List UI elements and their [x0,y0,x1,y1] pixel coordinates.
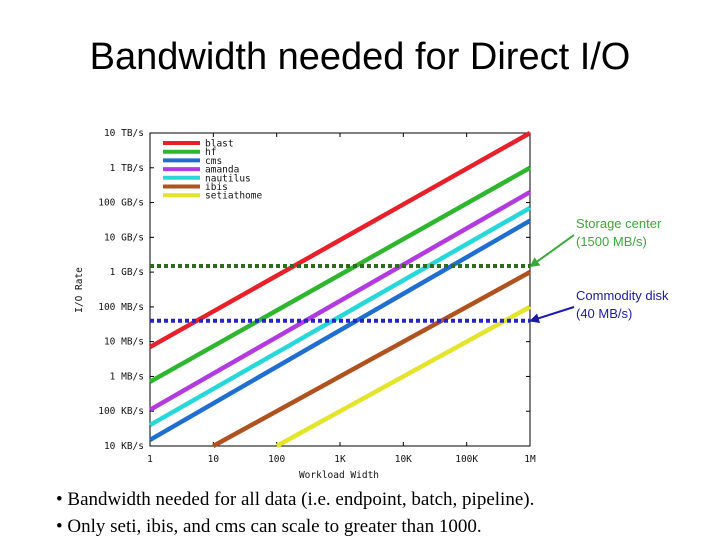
series-line-amanda [148,190,532,412]
y-tick-label: 10 MB/s [104,337,144,348]
series-line-ibis [212,270,532,448]
callout-arrow [529,306,575,324]
series-line-setiathome [275,304,532,448]
series-line-hf [148,165,532,384]
bullet-item: • Bandwidth needed for all data (i.e. en… [56,489,535,510]
callout-label: Storage center [576,216,662,231]
series-lines [148,131,532,448]
legend-label-blast: blast [205,139,234,150]
y-axis-ticks: 10 KB/s 100 KB/s 1 MB/s 10 MB/s 100 MB/s 1 GB… [98,128,530,452]
x-tick-label: 1M [524,454,536,465]
callout-arrow [529,234,575,268]
x-tick-label: 10K [395,454,412,465]
legend-label-setiathome: setiathome [205,191,262,202]
x-axis-ticks: 1 10 100 1K 10K 100K 1M [147,133,536,465]
callout-value: (40 MB/s) [576,306,632,321]
y-tick-label: 100 GB/s [98,198,144,209]
reference-lines [150,263,530,323]
x-tick-label: 100K [455,454,478,465]
callout-label: Commodity disk [576,288,669,303]
y-tick-label: 10 GB/s [104,232,144,243]
legend-label-cms: cms [205,156,222,167]
x-tick-label: 1K [334,454,346,465]
series-line-blast [148,131,532,350]
x-tick-label: 10 [208,454,220,465]
y-axis-label: I/O Rate [74,267,85,313]
y-tick-label: 10 TB/s [104,128,144,139]
callout-value: (1500 MB/s) [576,234,647,249]
bullet-list: • Bandwidth needed for all data (i.e. en… [56,486,716,540]
y-tick-label: 1 TB/s [110,163,144,174]
bullet-item: • Only seti, ibis, and cms can scale to … [56,516,482,537]
slide-title: Bandwidth needed for Direct I/O [89,36,631,78]
series-line-cms [148,218,532,442]
legend-label-amanda: amanda [205,165,239,176]
y-tick-label: 100 KB/s [98,406,144,417]
y-tick-label: 10 KB/s [104,441,144,452]
x-tick-label: 1 [147,454,153,465]
x-tick-label: 100 [268,454,285,465]
legend-label-hf: hf [205,147,216,158]
legend-label-ibis: ibis [205,182,228,193]
y-tick-label: 1 MB/s [110,371,144,382]
y-tick-label: 1 GB/s [110,267,144,278]
series-line-nautilus [148,205,532,428]
x-axis-label: Workload Width [299,470,379,481]
callouts: Storage center (1500 MB/s) Commodity disk (… [529,216,669,324]
y-tick-label: 100 MB/s [98,302,144,313]
legend-label-nautilus: nautilus [205,173,251,184]
